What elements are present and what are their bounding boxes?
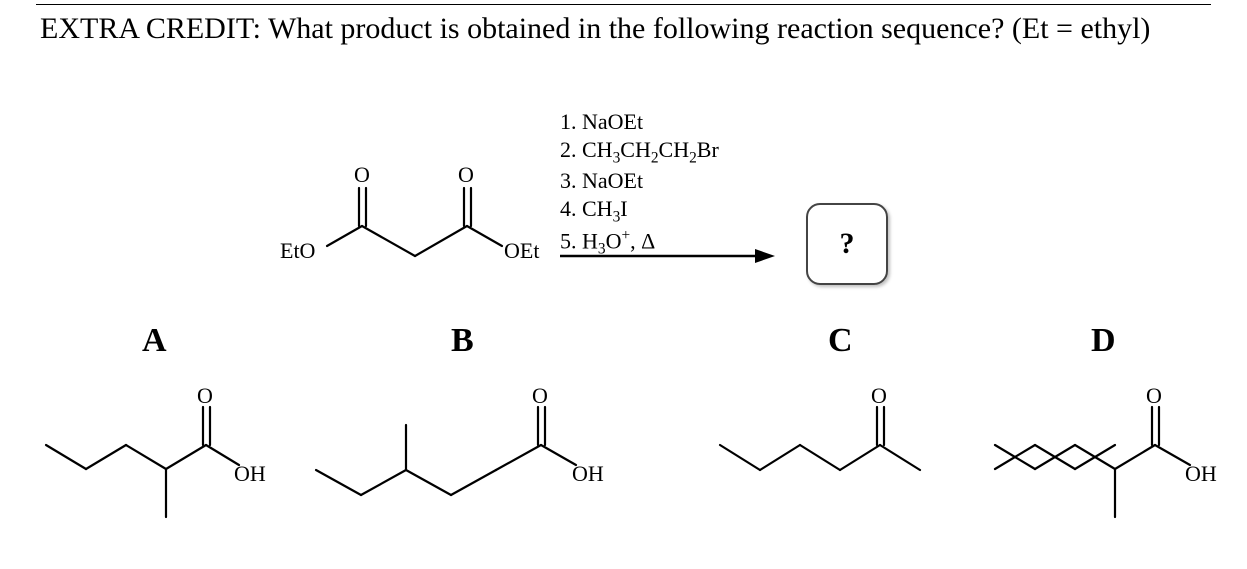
- reagent-2: 2. CH3CH2CH2Br: [560, 136, 719, 168]
- oxygen-left: O: [354, 162, 370, 187]
- question-text: EXTRA CREDIT: What product is obtained i…: [40, 12, 1150, 46]
- product-placeholder: ?: [840, 227, 855, 261]
- reagents-list: 1. NaOEt 2. CH3CH2CH2Br 3. NaOEt 4. CH3I…: [560, 108, 719, 259]
- page: EXTRA CREDIT: What product is obtained i…: [0, 0, 1247, 569]
- eto-label: EtO: [280, 238, 315, 263]
- option-b-label: B: [451, 322, 474, 360]
- reaction-row: EtO O O OEt 1. NaOEt 2. CH3CH2CH2Br 3. N…: [0, 108, 1247, 288]
- option-a-oxygen: O: [197, 385, 213, 408]
- reaction-arrow: [560, 246, 775, 266]
- oxygen-right: O: [458, 162, 474, 187]
- reagent-4: 4. CH3I: [560, 195, 719, 227]
- option-a-structure: O OH: [36, 385, 266, 545]
- option-d-oxygen: O: [1146, 385, 1162, 408]
- option-a-oh: OH: [234, 461, 266, 486]
- option-d-label: D: [1091, 322, 1116, 360]
- top-rule: [36, 4, 1211, 5]
- reagent-3: 3. NaOEt: [560, 167, 719, 195]
- reagent-1: 1. NaOEt: [560, 108, 719, 136]
- oet-label: OEt: [504, 238, 539, 263]
- option-d-oh: OH: [1185, 461, 1217, 486]
- option-c-structure: O: [710, 385, 960, 535]
- option-c-oxygen: O: [871, 385, 887, 408]
- product-box: ?: [806, 203, 888, 285]
- option-b-oxygen: O: [532, 385, 548, 408]
- option-b-oh: OH: [572, 461, 604, 486]
- option-b-structure: O OH: [306, 385, 616, 545]
- option-c-label: C: [828, 322, 853, 360]
- starting-material: EtO O O OEt: [280, 138, 550, 278]
- option-d-structure-real: O OH: [985, 385, 1235, 545]
- option-a-label: A: [142, 322, 167, 360]
